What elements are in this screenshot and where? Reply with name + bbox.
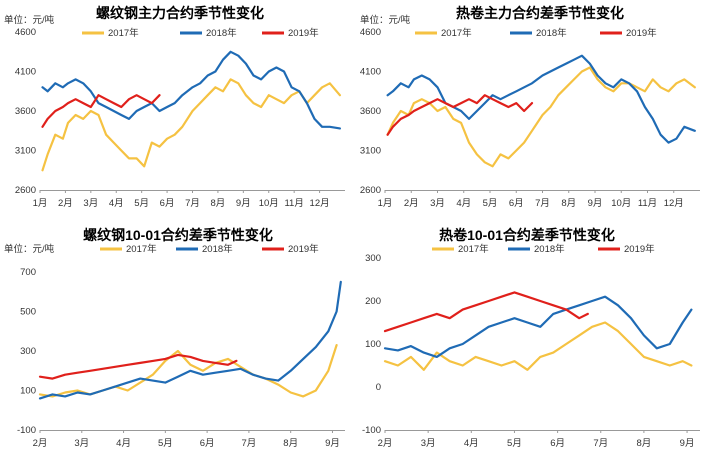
y-tick-label: 4100 [15,67,36,78]
x-tick-label: 8月 [637,438,652,449]
x-tick-label: 11月 [284,198,303,209]
legend-label: 2018年 [536,27,567,39]
x-tick-label: 2月 [378,438,393,449]
y-tick-label: 200 [365,296,381,307]
x-tick-label: 5月 [134,198,149,209]
chart-title: 螺纹钢10-01合约差季节性变化 [83,227,273,243]
x-tick-label: 5月 [483,198,498,209]
x-tick-label: 4月 [109,198,124,209]
x-tick-label: 7月 [535,198,550,209]
x-tick-label: 8月 [561,198,576,209]
chart-title: 热卷主力合约差季节性变化 [456,5,624,21]
x-tick-label: 7月 [593,438,608,449]
legend-label: 2017年 [458,243,489,255]
x-tick-label: 6月 [200,438,215,449]
legend-label: 2018年 [206,27,237,39]
unit-label: 单位：元/吨 [360,14,411,26]
legend-label: 2017年 [108,27,139,39]
legend-label: 2019年 [288,243,319,255]
x-tick-label: 2月 [58,198,73,209]
y-tick-label: 0 [376,382,381,393]
series-line-2019年 [41,94,161,128]
legend-label: 2018年 [202,243,233,255]
y-tick-label: 4600 [15,27,36,38]
legend-label: 2019年 [624,243,655,255]
series-line-2018年 [41,50,341,130]
legend-label: 2019年 [626,27,657,39]
x-tick-label: 9月 [680,438,695,449]
series-line-2019年 [38,353,238,380]
y-tick-label: 3600 [15,106,36,117]
y-tick-label: 300 [20,346,36,357]
y-tick-label: 4100 [360,67,381,78]
legend-label: 2017年 [441,27,472,39]
x-tick-label: 5月 [507,438,522,449]
x-tick-label: 11月 [638,198,657,209]
series-line-2019年 [383,291,589,333]
series-line-2019年 [386,94,534,136]
x-tick-label: 2月 [404,198,419,209]
x-tick-label: 10月 [259,198,279,209]
x-tick-label: 2月 [33,438,48,449]
x-tick-label: 6月 [160,198,175,209]
series-line-2017年 [383,321,693,371]
x-tick-label: 9月 [588,198,603,209]
y-tick-label: 3100 [360,146,381,157]
x-tick-label: 7月 [242,438,257,449]
chart-title: 热卷10-01合约差季节性变化 [439,227,615,243]
x-tick-label: 3月 [74,438,89,449]
x-tick-label: 8月 [283,438,298,449]
x-tick-label: 12月 [310,198,330,209]
y-tick-label: 3100 [15,146,36,157]
x-tick-label: 7月 [185,198,200,209]
y-tick-label: 2600 [360,185,381,196]
y-tick-label: 2600 [15,185,36,196]
x-tick-label: 3月 [430,198,445,209]
series-line-2018年 [386,54,696,144]
y-tick-label: 500 [20,307,36,318]
series-line-2017年 [41,78,341,172]
y-tick-label: 3600 [360,106,381,117]
x-tick-label: 4月 [456,198,471,209]
x-tick-label: 6月 [509,198,524,209]
x-tick-label: 8月 [211,198,226,209]
x-tick-label: 3月 [421,438,436,449]
y-tick-label: 300 [365,253,381,264]
x-tick-label: 9月 [325,438,340,449]
y-tick-label: 700 [20,267,36,278]
x-tick-label: 9月 [236,198,251,209]
unit-label: 单位：元/吨 [4,14,55,26]
series-line-2018年 [38,280,342,400]
legend-label: 2018年 [534,243,565,255]
legend-label: 2017年 [126,243,157,255]
x-tick-label: 1月 [378,198,393,209]
y-tick-label: 4600 [360,27,381,38]
y-tick-label: -100 [17,425,36,436]
x-tick-label: 4月 [116,438,131,449]
x-tick-label: 1月 [33,198,48,209]
y-tick-label: -100 [362,425,381,436]
x-tick-label: 3月 [83,198,98,209]
chart-title: 螺纹钢主力合约季节性变化 [96,5,264,21]
x-tick-label: 5月 [158,438,173,449]
x-tick-label: 10月 [611,198,631,209]
x-tick-label: 4月 [464,438,479,449]
y-tick-label: 100 [20,386,36,397]
x-tick-label: 6月 [550,438,565,449]
series-line-2017年 [386,66,696,168]
unit-label: 单位：元/吨 [4,243,55,255]
series-line-2018年 [383,295,693,358]
legend-label: 2019年 [288,27,319,39]
y-tick-label: 100 [365,339,381,350]
x-tick-label: 12月 [664,198,684,209]
